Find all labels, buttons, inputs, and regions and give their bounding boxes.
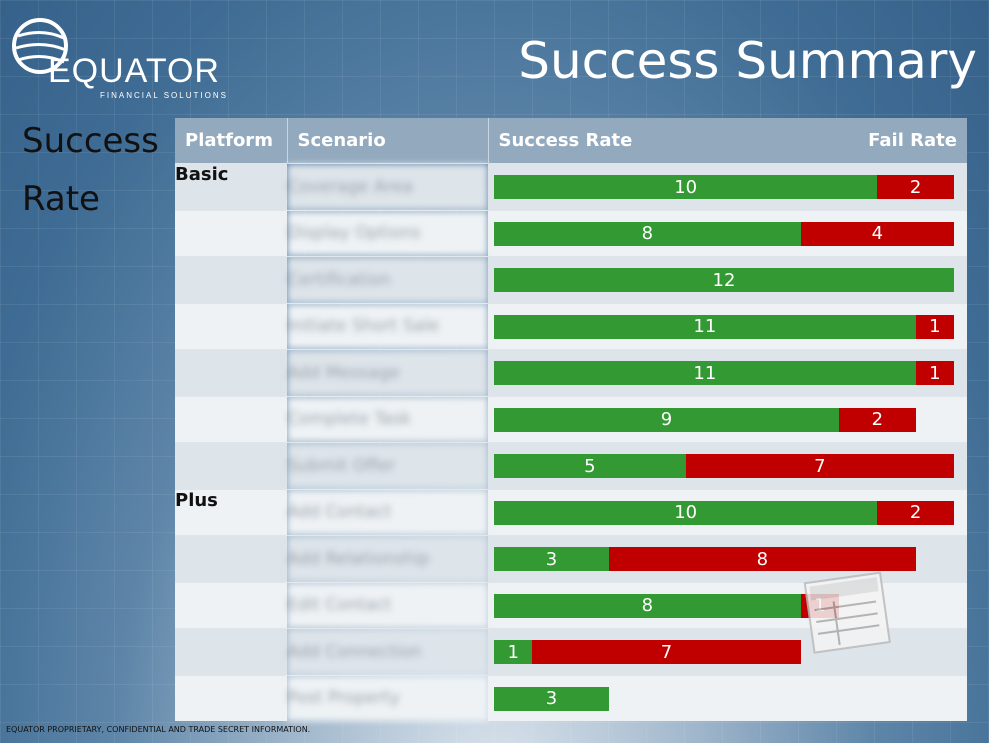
scenario-cell: Post Property: [287, 674, 488, 721]
success-bar-segment: 8: [494, 593, 801, 618]
platform-cell: [175, 256, 287, 303]
fail-bar-segment: 2: [877, 175, 954, 199]
platform-cell: [175, 442, 287, 489]
stacked-bar: 10 2: [494, 175, 954, 199]
success-bar-segment: 1: [494, 640, 533, 664]
fail-bar-segment: 2: [839, 407, 916, 432]
success-bar-segment: 5: [494, 454, 686, 478]
rate-bar-cell: 3: [488, 674, 967, 721]
table-row: Add Message 11 1: [175, 349, 967, 396]
header-rates: Success Rate Fail Rate: [488, 118, 967, 164]
stacked-bar: 81: [494, 593, 839, 618]
rate-bar-cell: 10 2: [488, 163, 967, 210]
scenario-cell: Edit Contact: [287, 581, 488, 629]
table-header-row: Platform Scenario Success Rate Fail Rate: [175, 118, 967, 164]
scenario-cell: Add Message: [287, 349, 488, 396]
success-bar-segment: 9: [494, 407, 839, 432]
platform-cell: [175, 581, 287, 629]
platform-cell: Basic: [175, 163, 287, 210]
platform-cell: Plus: [175, 488, 287, 536]
header-success-rate: Success Rate: [498, 130, 633, 151]
page-title: Success Summary: [518, 32, 977, 90]
table-row: Plus Add Contact 10 2: [175, 488, 967, 536]
platform-cell: [175, 209, 287, 257]
document-icon: [803, 571, 891, 654]
scenario-cell: Add Connection: [287, 628, 488, 675]
scenario-cell: Initiate Short Sale: [287, 302, 488, 350]
stacked-bar: 3: [494, 686, 609, 711]
fail-bar-segment: 4: [800, 221, 954, 246]
logo-text: EQUATOR: [48, 52, 220, 90]
success-bar-segment: 10: [494, 500, 878, 525]
platform-cell: [175, 349, 287, 396]
fail-bar-segment: 8: [609, 547, 916, 571]
table-row: Add Connection 1 7: [175, 628, 967, 675]
rate-bar-cell: 11 1: [488, 349, 967, 396]
table-row: Complete Task 9 2: [175, 395, 967, 443]
equator-logo: EQUATOR FINANCIAL SOLUTIONS: [8, 10, 238, 100]
stacked-bar: 12: [494, 268, 954, 292]
success-bar-segment: 11: [494, 361, 916, 385]
rate-bar-cell: 10 2: [488, 488, 967, 536]
scenario-cell: Submit Offer: [287, 442, 488, 489]
scenario-cell: Coverage Area: [287, 163, 488, 210]
header-fail-rate: Fail Rate: [868, 130, 957, 151]
table-row: Initiate Short Sale 11 1: [175, 302, 967, 350]
success-bar-segment: 3: [494, 547, 609, 571]
platform-cell: [175, 674, 287, 721]
success-bar-segment: 12: [494, 268, 954, 292]
success-bar-segment: 11: [494, 314, 916, 339]
table-body: Basic Coverage Area 10 2 Display Options 8 4 Ce…: [175, 163, 967, 721]
table-row: Certification 12: [175, 256, 967, 303]
table-row: Post Property 3: [175, 674, 967, 721]
success-bar-segment: 10: [494, 175, 878, 199]
header-scenario: Scenario: [287, 118, 489, 164]
rate-bar-cell: 12: [488, 256, 967, 303]
platform-cell: [175, 628, 287, 675]
fail-bar-segment: 1: [915, 314, 954, 339]
table-row: Add Relationship 3 8: [175, 535, 967, 582]
scenario-cell: Certification: [287, 256, 488, 303]
table-row: Basic Coverage Area 10 2: [175, 163, 967, 210]
confidentiality-footer: EQUATOR PROPRIETARY, CONFIDENTIAL AND TR…: [6, 725, 311, 734]
rate-bar-cell: 11 1: [488, 302, 967, 350]
scenario-cell: Add Contact: [287, 488, 488, 536]
side-label: Success Rate: [22, 121, 159, 219]
stacked-bar: 11 1: [494, 314, 954, 339]
table-row: Display Options 8 4: [175, 209, 967, 257]
header-platform: Platform: [175, 118, 288, 164]
success-bar-segment: 3: [494, 686, 609, 711]
stacked-bar: 11 1: [494, 361, 954, 385]
stacked-bar: 10 2: [494, 500, 954, 525]
success-table: Platform Scenario Success Rate Fail Rate…: [175, 118, 967, 721]
table-row: Submit Offer 5 7: [175, 442, 967, 489]
success-bar-segment: 8: [494, 221, 801, 246]
scenario-cell: Complete Task: [287, 395, 488, 443]
platform-cell: [175, 395, 287, 443]
fail-bar-segment: 7: [685, 454, 954, 478]
logo-globe-icon: [12, 18, 68, 74]
logo-subtitle: FINANCIAL SOLUTIONS: [100, 91, 228, 100]
scenario-cell: Add Relationship: [287, 535, 488, 582]
platform-cell: [175, 302, 287, 350]
fail-bar-segment: 7: [532, 640, 801, 664]
fail-bar-segment: 2: [877, 500, 954, 525]
scenario-cell: Display Options: [287, 209, 488, 257]
platform-cell: [175, 535, 287, 582]
fail-bar-segment: 1: [915, 361, 954, 385]
